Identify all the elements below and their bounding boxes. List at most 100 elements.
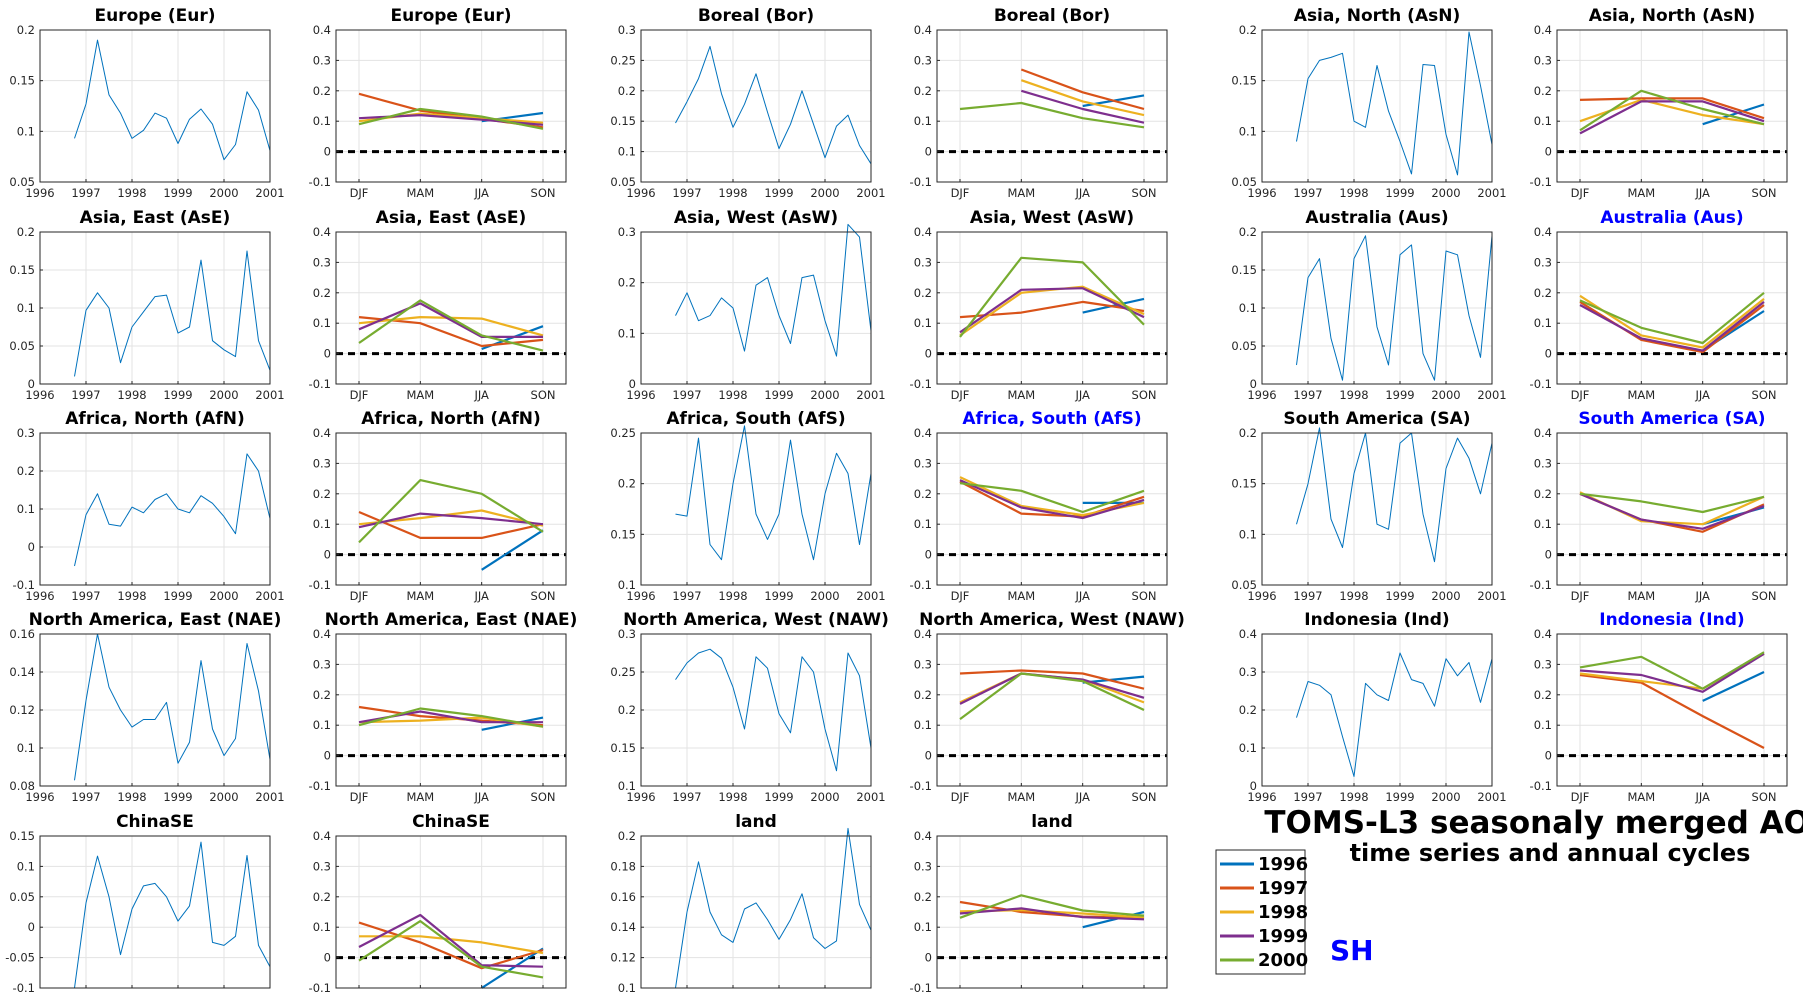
axes-box: [335, 432, 567, 586]
y-tick-label: 0.4: [914, 225, 932, 239]
y-tick-label: 0: [925, 548, 932, 562]
panel: 0 0.1 0.2 0.3 0.4 1996 1997 1998 1999 2000 2001 Ind…: [1239, 610, 1507, 804]
y-tick-label: 0.3: [914, 456, 932, 470]
y-tick-label: 0.4: [1534, 23, 1552, 37]
y-tick-label: 0.4: [313, 627, 331, 641]
x-tick-label: DJF: [1571, 589, 1590, 603]
x-tick-label: 1998: [117, 589, 146, 603]
x-tick-label: 1999: [1385, 790, 1414, 804]
y-tick-label: 0.4: [313, 829, 331, 843]
y-tick-label: 0.4: [914, 426, 932, 440]
y-tick-label: 0.15: [9, 263, 35, 277]
y-tick-label: 0.16: [9, 627, 35, 641]
y-tick-label: 0.05: [9, 890, 35, 904]
axes-box: [335, 835, 567, 989]
series-line: [358, 107, 544, 130]
legend-entry: 2000: [1220, 950, 1308, 971]
series-line: [358, 479, 544, 544]
x-tick-label: 2000: [1431, 388, 1460, 402]
axes-box: [936, 29, 1168, 183]
series-line: [1579, 291, 1765, 345]
series-line: [1020, 79, 1145, 117]
panel-title: land: [735, 812, 777, 832]
x-tick-label: MAM: [406, 790, 434, 804]
y-tick-label: 0.4: [1534, 627, 1552, 641]
y-tick-label: 0.3: [914, 255, 932, 269]
y-tick-label: -0.1: [1530, 175, 1552, 189]
panel: -0.1 0 0.1 0.2 0.3 0.4 DJF MAM JJA SON Africa, Sou…: [910, 409, 1168, 603]
x-tick-label: 1996: [626, 589, 655, 603]
y-tick-label: 0.2: [618, 703, 636, 717]
panel-title: Europe (Eur): [390, 6, 511, 26]
series-line: [1579, 651, 1765, 690]
x-tick-label: 2000: [209, 186, 238, 200]
panel: -0.1 0 0.1 0.2 0.3 0.4 DJF MAM JJA SON Asia, North…: [1530, 6, 1788, 200]
y-tick-label: 0.1: [1534, 316, 1552, 330]
x-tick-label: DJF: [1571, 186, 1590, 200]
x-tick-label: MAM: [1007, 388, 1035, 402]
series-line: [358, 510, 544, 539]
series-line: [74, 39, 271, 161]
y-tick-label: 0.2: [313, 890, 331, 904]
series-line: [1579, 492, 1765, 530]
axes-box: [1556, 231, 1788, 385]
x-tick-label: DJF: [350, 388, 369, 402]
x-tick-label: 2000: [810, 186, 839, 200]
x-tick-label: 1998: [718, 388, 747, 402]
panel: -0.1 0 0.1 0.2 0.3 0.4 DJF MAM JJA SON South Ameri…: [1530, 409, 1788, 603]
x-tick-label: SON: [1132, 388, 1157, 402]
panel: -0.1 0 0.1 0.2 0.3 1996 1997 1998 1999 2000 2001 Af…: [13, 409, 285, 603]
y-tick-label: 0: [28, 920, 35, 934]
y-tick-label: 0.2: [1534, 487, 1552, 501]
axes-box: [1556, 432, 1788, 586]
x-tick-label: 1996: [25, 790, 54, 804]
x-tick-label: 1999: [764, 388, 793, 402]
y-tick-label: 0.15: [9, 74, 35, 88]
series-line: [959, 287, 1145, 334]
panel: -0.1 0 0.1 0.2 0.3 0.4 DJF MAM JJA SON Boreal (Bor…: [910, 6, 1168, 200]
y-tick-label: 0.15: [9, 829, 35, 843]
x-tick-label: 1999: [163, 186, 192, 200]
axes-box: [1556, 633, 1788, 787]
y-tick-label: 0.1: [1239, 301, 1257, 315]
x-tick-label: 1998: [1339, 388, 1368, 402]
y-tick-label: 0.15: [610, 114, 636, 128]
series-line: [358, 920, 544, 979]
y-tick-label: 0.4: [313, 23, 331, 37]
panel-title: Australia (Aus): [1305, 208, 1448, 228]
x-tick-label: 1997: [1293, 388, 1322, 402]
y-tick-label: 0.1: [914, 517, 932, 531]
x-tick-label: 2001: [255, 992, 284, 994]
x-tick-label: JJA: [473, 388, 489, 402]
y-tick-label: 0.05: [9, 175, 35, 189]
y-tick-label: -0.1: [13, 981, 35, 994]
x-tick-label: SON: [1752, 589, 1777, 603]
legend-entry: 1997: [1220, 878, 1308, 899]
x-tick-label: 1998: [718, 992, 747, 994]
y-tick-label: 0.1: [17, 859, 35, 873]
y-tick-label: 0.4: [1534, 225, 1552, 239]
panel: -0.1 0 0.1 0.2 0.3 0.4 DJF MAM JJA SON ChinaSE: [309, 812, 567, 994]
x-tick-label: 1997: [1293, 790, 1322, 804]
x-tick-label: 1996: [25, 589, 54, 603]
x-tick-label: DJF: [1571, 388, 1590, 402]
x-tick-label: SON: [1752, 790, 1777, 804]
x-tick-label: DJF: [951, 186, 970, 200]
axes-box: [39, 29, 271, 183]
y-tick-label: 0.4: [914, 23, 932, 37]
x-tick-label: JJA: [473, 790, 489, 804]
panel-title: Indonesia (Ind): [1304, 610, 1449, 630]
y-tick-label: -0.05: [5, 951, 35, 965]
y-tick-label: 0: [324, 749, 331, 763]
y-tick-label: 0.05: [610, 175, 636, 189]
x-tick-label: 2000: [1431, 790, 1460, 804]
y-tick-label: 0.14: [9, 665, 35, 679]
panel: 0.05 0.1 0.15 0.2 0.25 0.3 1996 1997 1998 1999 200…: [610, 6, 885, 200]
panel: 0 0.05 0.1 0.15 0.2 1996 1997 1998 1999 2000 2001 A…: [9, 208, 284, 402]
y-tick-label: -0.1: [309, 578, 331, 592]
y-tick-label: 0.1: [17, 124, 35, 138]
y-tick-label: 0.1: [618, 779, 636, 793]
series-line: [675, 223, 872, 357]
x-tick-label: 1997: [1293, 589, 1322, 603]
y-tick-label: 0.3: [1239, 665, 1257, 679]
